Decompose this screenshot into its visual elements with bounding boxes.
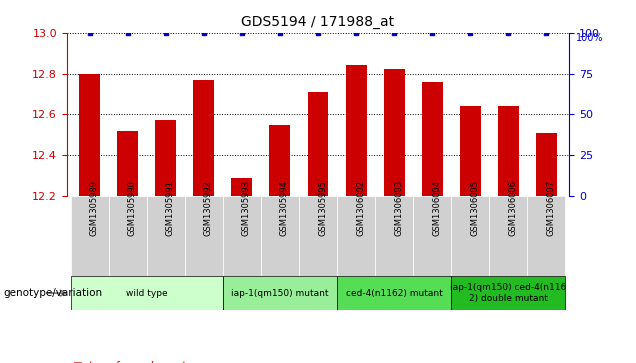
Text: iap-1(qm150) mutant: iap-1(qm150) mutant — [232, 289, 329, 298]
Text: wild type: wild type — [126, 289, 167, 298]
Point — [275, 30, 285, 36]
Text: GSM1306002: GSM1306002 — [356, 180, 365, 236]
Text: GSM1306006: GSM1306006 — [508, 180, 517, 236]
Text: GSM1305992: GSM1305992 — [204, 180, 213, 236]
Title: GDS5194 / 171988_at: GDS5194 / 171988_at — [242, 15, 394, 29]
Text: ■  transformed count: ■ transformed count — [73, 361, 186, 363]
Bar — [109, 196, 147, 276]
Point — [541, 30, 551, 36]
Bar — [413, 196, 451, 276]
Point — [503, 30, 513, 36]
Text: GSM1305989: GSM1305989 — [90, 180, 99, 236]
Text: iap-1(qm150) ced-4(n116
2) double mutant: iap-1(qm150) ced-4(n116 2) double mutant — [450, 284, 567, 303]
Bar — [527, 196, 565, 276]
Bar — [71, 196, 109, 276]
Bar — [451, 276, 565, 310]
Bar — [308, 92, 328, 196]
Text: GSM1305995: GSM1305995 — [318, 180, 327, 236]
Bar — [498, 106, 519, 196]
Text: GSM1306004: GSM1306004 — [432, 180, 441, 236]
Bar — [261, 196, 299, 276]
Text: 100%: 100% — [576, 33, 604, 43]
Bar — [451, 196, 489, 276]
Bar — [384, 69, 404, 196]
Point — [123, 30, 133, 36]
Point — [237, 30, 247, 36]
Text: genotype/variation: genotype/variation — [3, 288, 102, 298]
Bar — [337, 276, 451, 310]
Text: GSM1305990: GSM1305990 — [128, 180, 137, 236]
Point — [313, 30, 323, 36]
Text: GSM1305994: GSM1305994 — [280, 180, 289, 236]
Text: GSM1305993: GSM1305993 — [242, 180, 251, 236]
Text: GSM1306003: GSM1306003 — [394, 180, 403, 236]
Text: ced-4(n1162) mutant: ced-4(n1162) mutant — [346, 289, 443, 298]
Bar — [337, 196, 375, 276]
Bar — [79, 74, 100, 196]
Point — [161, 30, 171, 36]
Bar — [223, 196, 261, 276]
Bar — [185, 196, 223, 276]
Bar — [117, 131, 138, 196]
Bar — [299, 196, 337, 276]
Point — [198, 30, 209, 36]
Bar — [223, 276, 337, 310]
Bar — [147, 196, 185, 276]
Bar — [155, 121, 176, 196]
Point — [427, 30, 438, 36]
Bar — [489, 196, 527, 276]
Bar — [232, 178, 252, 196]
Text: GSM1306007: GSM1306007 — [546, 180, 555, 236]
Bar — [193, 79, 214, 196]
Text: GSM1306005: GSM1306005 — [470, 180, 480, 236]
Bar — [345, 65, 366, 196]
Text: GSM1305991: GSM1305991 — [166, 180, 175, 236]
Bar — [375, 196, 413, 276]
Bar — [460, 106, 481, 196]
Bar — [270, 125, 291, 196]
Bar — [71, 276, 223, 310]
Point — [351, 30, 361, 36]
Point — [465, 30, 475, 36]
Point — [389, 30, 399, 36]
Bar — [536, 133, 557, 196]
Point — [85, 30, 95, 36]
Bar — [422, 82, 443, 196]
